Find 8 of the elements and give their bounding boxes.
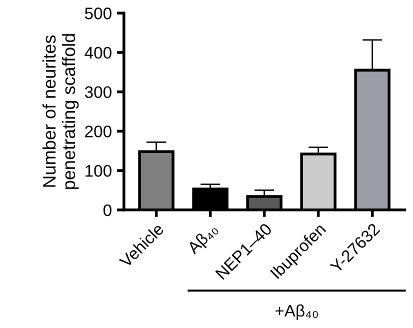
y-axis-title: Number of neurites penetrating scaffold (42, 34, 79, 189)
y-tick-label: 200 (85, 126, 112, 138)
y-tick-label: 500 (84, 8, 112, 20)
y-tick-label: 300 (84, 86, 112, 98)
y-tick-label: 400 (84, 46, 112, 59)
text: +Aβ₄₀ (275, 304, 318, 320)
y-tick-label: 0 (103, 204, 112, 216)
y-tick-label: 100 (86, 164, 112, 177)
